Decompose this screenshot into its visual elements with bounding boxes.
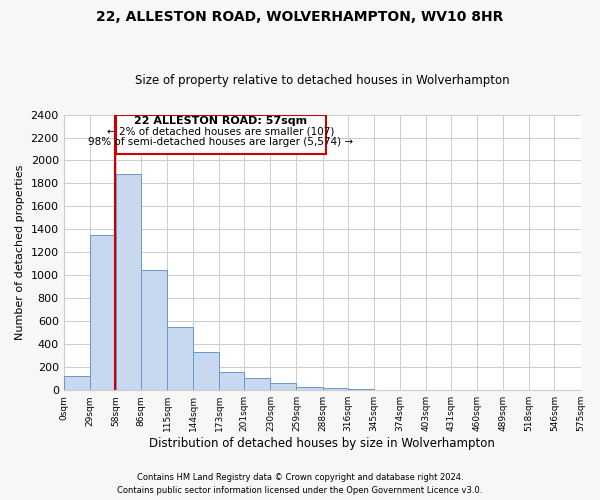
Y-axis label: Number of detached properties: Number of detached properties <box>15 164 25 340</box>
Bar <box>64 376 90 390</box>
Bar <box>296 387 323 390</box>
Bar <box>244 378 271 390</box>
Bar <box>219 372 244 390</box>
Bar <box>116 174 141 390</box>
Text: 98% of semi-detached houses are larger (5,574) →: 98% of semi-detached houses are larger (… <box>88 136 353 146</box>
Bar <box>141 270 167 390</box>
Text: 22 ALLESTON ROAD: 57sqm: 22 ALLESTON ROAD: 57sqm <box>134 116 308 126</box>
Bar <box>90 235 116 390</box>
Text: 22, ALLESTON ROAD, WOLVERHAMPTON, WV10 8HR: 22, ALLESTON ROAD, WOLVERHAMPTON, WV10 8… <box>97 10 503 24</box>
Bar <box>193 352 219 390</box>
X-axis label: Distribution of detached houses by size in Wolverhampton: Distribution of detached houses by size … <box>149 437 495 450</box>
FancyBboxPatch shape <box>116 114 326 154</box>
Bar <box>271 384 296 390</box>
Bar <box>323 388 348 390</box>
Text: Contains HM Land Registry data © Crown copyright and database right 2024.
Contai: Contains HM Land Registry data © Crown c… <box>118 473 482 495</box>
Bar <box>167 327 193 390</box>
Text: ← 2% of detached houses are smaller (107): ← 2% of detached houses are smaller (107… <box>107 126 335 136</box>
Title: Size of property relative to detached houses in Wolverhampton: Size of property relative to detached ho… <box>135 74 509 87</box>
